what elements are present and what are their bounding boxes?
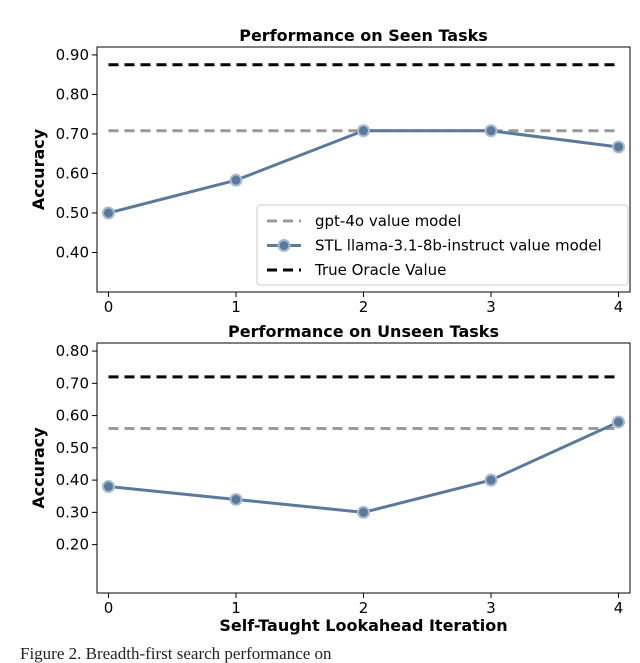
marker [357, 505, 370, 519]
marker [612, 140, 626, 154]
x-tick-label: 1 [231, 599, 241, 617]
x-axis-label: Self-Taught Lookahead Iteration [219, 616, 507, 635]
x-tick-label: 4 [614, 599, 624, 617]
axes-frame [96, 342, 631, 594]
chart-title: Performance on Seen Tasks [239, 26, 488, 45]
y-tick-label: 0.80 [56, 85, 89, 103]
legend-box [256, 204, 629, 286]
x-tick-label: 2 [359, 599, 369, 617]
chart: Performance on Seen Tasks Accuracy 0.40 0.5… [29, 26, 631, 635]
y-tick-label: 0.80 [56, 342, 89, 360]
y-axis-label: Accuracy [29, 427, 48, 509]
y-tick-label: 0.50 [56, 439, 89, 457]
series-line [108, 129, 619, 215]
marker [484, 124, 498, 138]
series-line [108, 420, 620, 514]
legend-label: STL llama-3.1-8b-instruct value model [315, 237, 602, 255]
y-axis-label: Accuracy [29, 128, 48, 210]
marker [357, 124, 370, 138]
y-tick-label: 0.40 [56, 471, 89, 489]
y-tick-label: 0.50 [56, 204, 89, 222]
x-tick-label: 0 [104, 298, 114, 316]
marker [229, 173, 243, 187]
x-tick-label: 3 [486, 599, 496, 617]
y-tick-label: 0.60 [56, 407, 89, 425]
y-tick-label: 0.60 [56, 164, 89, 182]
x-tick-label: 2 [359, 298, 369, 316]
marker [612, 415, 626, 429]
y-tick-label: 0.70 [56, 125, 89, 143]
marker [484, 473, 498, 487]
marker [101, 206, 115, 220]
x-tick-label: 4 [614, 298, 624, 316]
y-tick-label: 0.20 [56, 536, 89, 554]
caption: Figure 2. Breadth-first search performan… [20, 644, 332, 663]
x-tick-label: 1 [231, 298, 241, 316]
marker [101, 480, 115, 494]
marker [229, 492, 243, 506]
y-tick-label: 0.40 [56, 243, 89, 261]
chart-title: Performance on Unseen Tasks [228, 322, 499, 341]
y-tick-label: 0.70 [56, 374, 89, 392]
legend-marker [277, 239, 291, 252]
legend-label: gpt-4o value model [315, 212, 461, 230]
legend-label: True Oracle Value [314, 261, 446, 279]
y-tick-label: 0.90 [56, 46, 89, 64]
y-tick-label: 0.30 [56, 503, 89, 521]
x-tick-label: 0 [104, 599, 114, 617]
x-tick-label: 3 [486, 298, 496, 316]
